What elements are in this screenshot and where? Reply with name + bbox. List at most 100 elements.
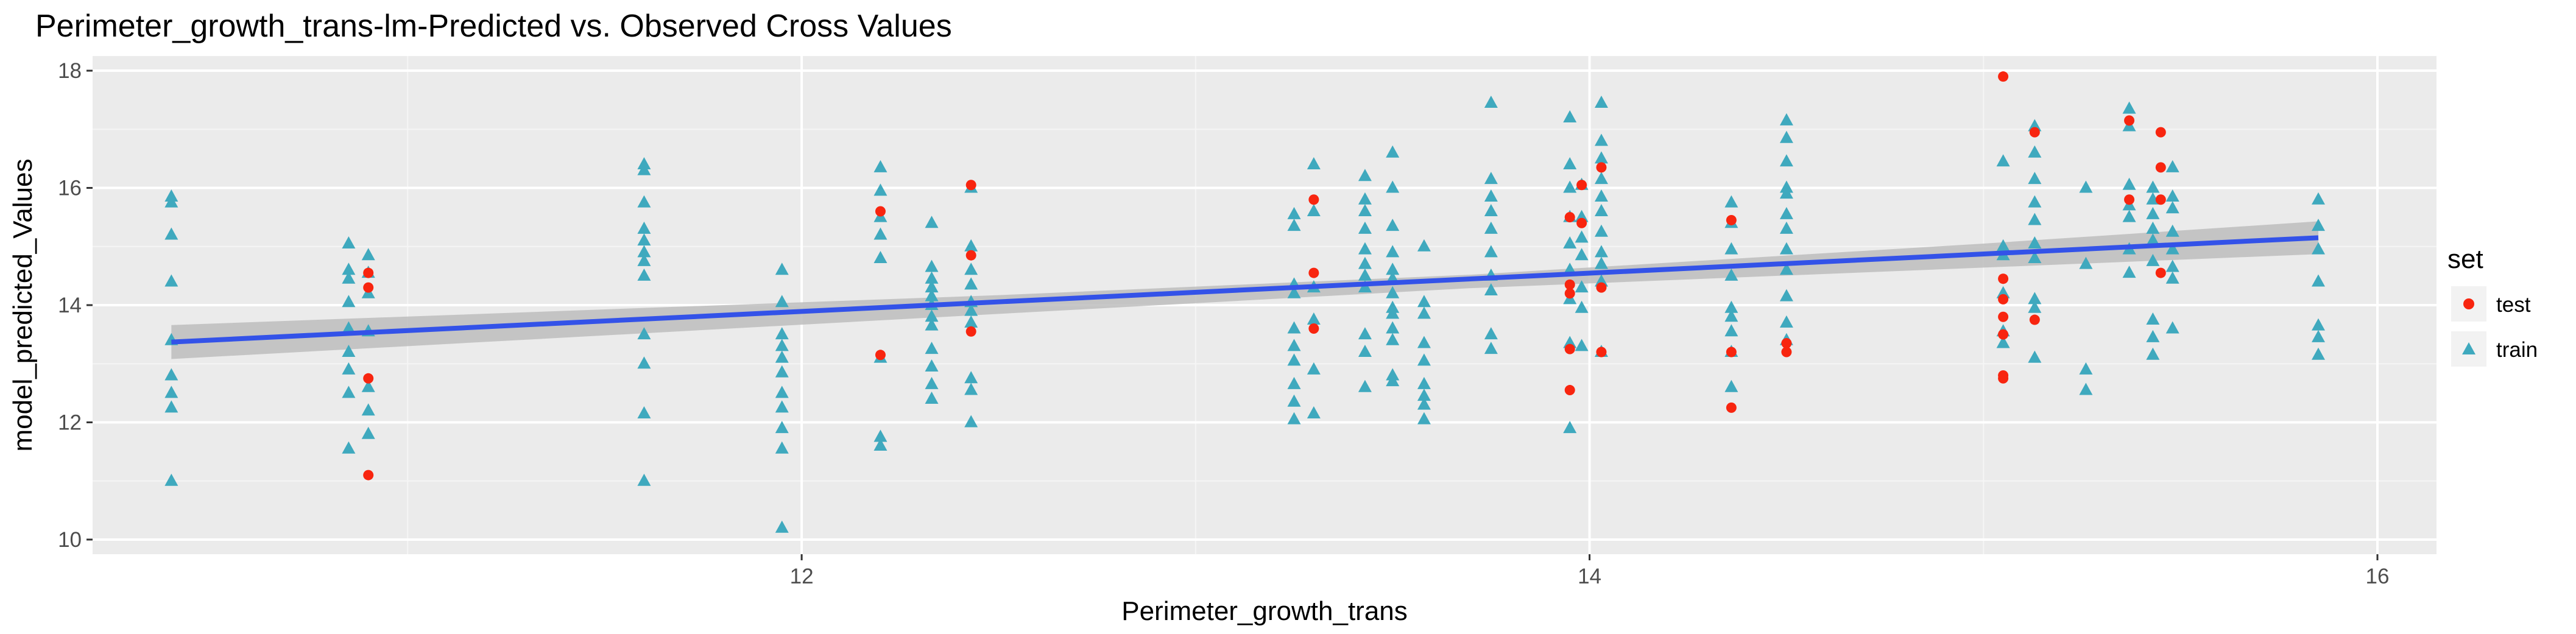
point-train: [2311, 242, 2325, 255]
point-train: [775, 386, 789, 398]
point-train: [775, 350, 789, 363]
point-train: [164, 195, 178, 208]
point-train: [1386, 245, 1400, 258]
y-axis: 10 12 14 16 18: [58, 59, 93, 552]
point-train: [1996, 336, 2010, 348]
point-train: [1996, 154, 2010, 167]
point-train: [964, 371, 978, 384]
point-train: [964, 415, 978, 428]
point-train: [2079, 362, 2093, 375]
point-train: [342, 236, 356, 248]
point-test: [1998, 373, 2009, 384]
point-train: [2311, 347, 2325, 360]
point-test: [965, 326, 976, 337]
point-train: [2028, 251, 2042, 264]
point-train: [2146, 347, 2160, 360]
point-train: [1563, 421, 1577, 434]
point-train: [1417, 336, 1431, 348]
point-train: [1779, 130, 1793, 143]
point-train: [1724, 195, 1738, 208]
point-train: [1417, 295, 1431, 308]
point-train: [2028, 145, 2042, 158]
point-train: [1307, 204, 1321, 217]
point-train: [1575, 280, 1589, 293]
point-train: [1287, 219, 1301, 231]
point-test: [2155, 127, 2166, 138]
point-train: [2028, 213, 2042, 225]
y-tick-label: 10: [58, 528, 82, 552]
point-train: [637, 473, 651, 486]
point-train: [1287, 353, 1301, 366]
point-train: [1287, 412, 1301, 424]
point-train: [2122, 101, 2136, 114]
point-train: [1287, 376, 1301, 389]
point-train: [775, 262, 789, 275]
point-train: [637, 253, 651, 266]
point-test: [875, 350, 886, 361]
point-train: [637, 356, 651, 369]
point-train: [2028, 236, 2042, 248]
point-train: [1287, 286, 1301, 298]
point-train: [1594, 151, 1608, 164]
point-train: [925, 376, 939, 389]
point-train: [925, 259, 939, 272]
point-train: [2146, 221, 2160, 234]
point-train: [1563, 336, 1577, 348]
point-train: [1575, 210, 1589, 222]
point-train: [1779, 221, 1793, 234]
point-test: [1564, 343, 1575, 354]
point-test: [1998, 294, 2009, 305]
legend: set test train: [2447, 244, 2538, 367]
point-train: [2079, 180, 2093, 193]
point-train: [342, 271, 356, 284]
point-train: [964, 239, 978, 252]
point-train: [1417, 389, 1431, 401]
point-train: [1307, 157, 1321, 170]
fit-line-path: [171, 235, 2319, 345]
point-train: [1307, 406, 1321, 419]
point-train: [873, 251, 887, 264]
fit-line: [171, 235, 2319, 345]
point-train: [164, 227, 178, 240]
point-train: [964, 303, 978, 316]
point-test: [363, 470, 374, 481]
point-train: [2165, 189, 2179, 202]
point-train: [925, 289, 939, 301]
point-train: [2146, 329, 2160, 342]
point-train: [164, 274, 178, 287]
point-train: [1307, 312, 1321, 325]
point-test: [1726, 347, 1737, 358]
point-test: [1564, 212, 1575, 223]
point-train: [342, 344, 356, 357]
point-train: [925, 359, 939, 372]
point-train: [2165, 224, 2179, 237]
point-train: [1417, 239, 1431, 252]
point-train: [1575, 300, 1589, 313]
point-train: [1484, 245, 1498, 258]
point-train: [361, 379, 375, 392]
point-train: [775, 327, 789, 340]
point-train: [2146, 253, 2160, 266]
point-train: [361, 248, 375, 261]
point-test: [1726, 214, 1737, 225]
legend-label-train: train: [2496, 338, 2538, 362]
point-train: [2028, 300, 2042, 313]
chart-title: Perimeter_growth_trans-lm-Predicted vs. …: [35, 9, 952, 44]
point-train: [925, 280, 939, 293]
grid-major: [93, 56, 2437, 554]
x-axis: 12 14 16: [790, 554, 2389, 588]
legend-key-test: [2463, 298, 2474, 309]
point-test: [363, 282, 374, 293]
point-test: [1781, 338, 1792, 349]
point-train: [925, 216, 939, 228]
point-train: [873, 438, 887, 451]
point-train: [925, 271, 939, 284]
point-train: [1358, 221, 1372, 234]
point-train: [637, 406, 651, 419]
point-train: [2146, 180, 2160, 193]
point-train: [1779, 315, 1793, 328]
point-train: [637, 163, 651, 175]
point-train: [1386, 219, 1400, 231]
point-train: [2311, 192, 2325, 205]
